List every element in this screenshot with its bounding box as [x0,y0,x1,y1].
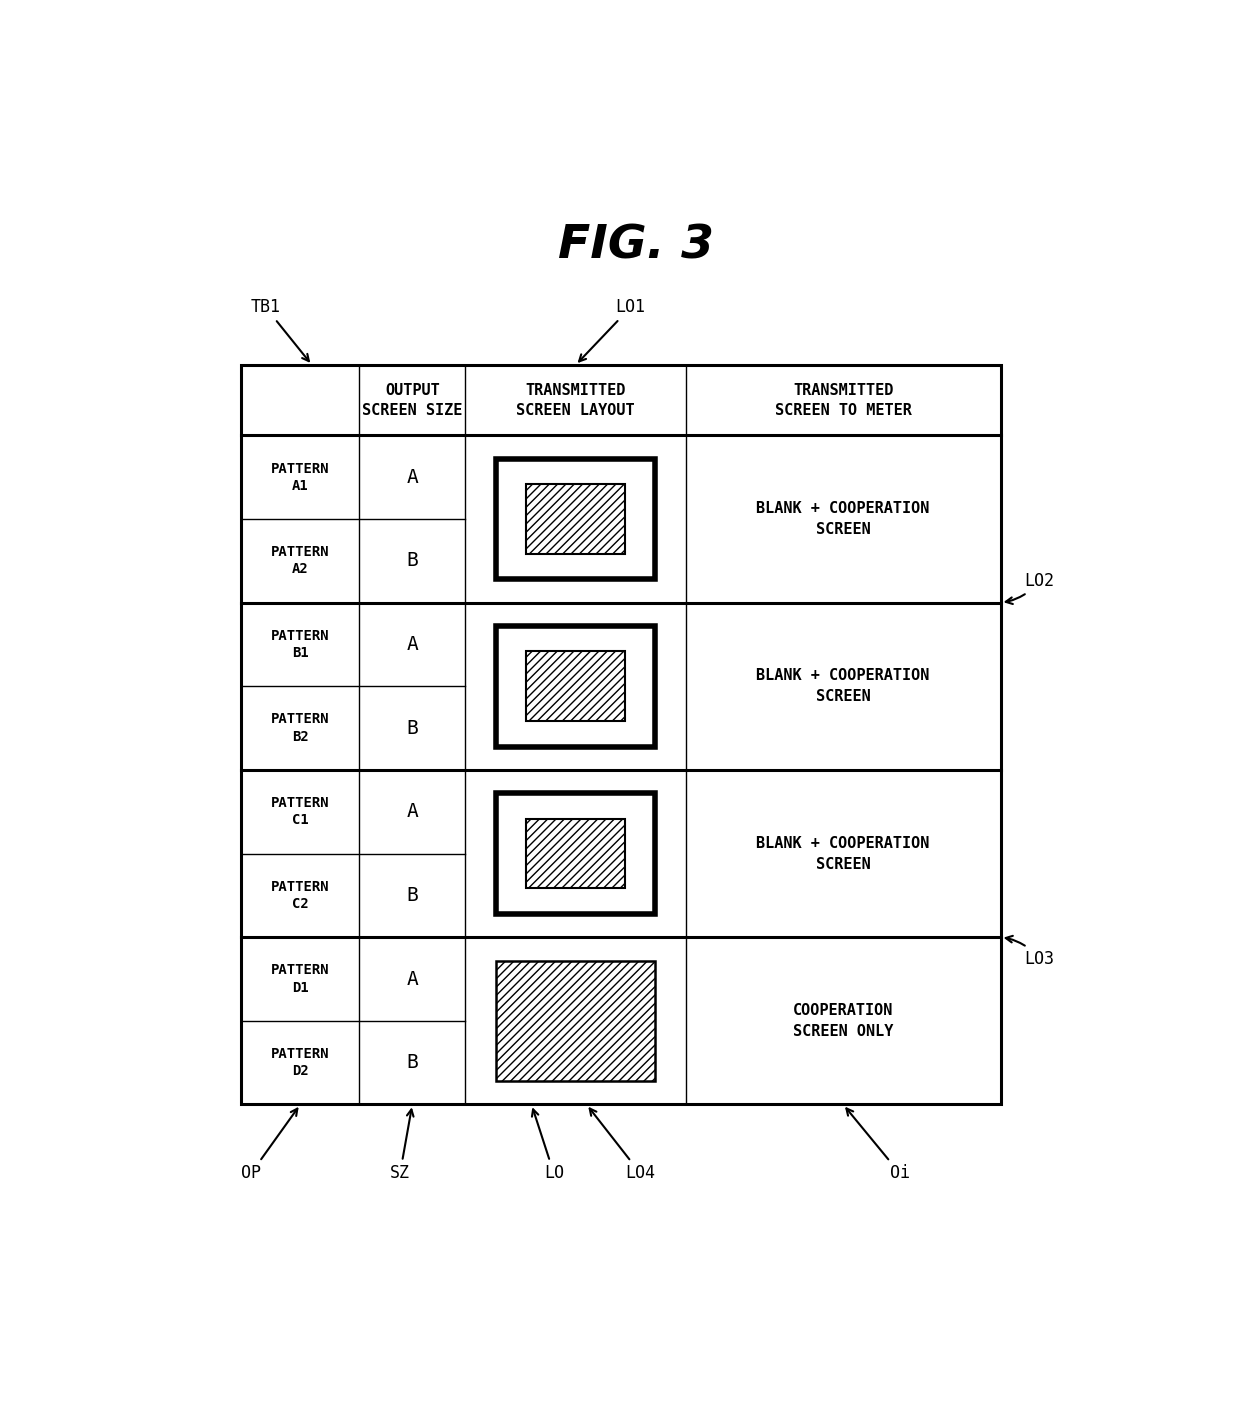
Text: FIG. 3: FIG. 3 [558,223,713,268]
Text: BLANK + COOPERATION
SCREEN: BLANK + COOPERATION SCREEN [756,668,930,705]
Text: TB1: TB1 [250,298,309,361]
Text: B: B [407,1053,418,1072]
Text: A: A [407,635,418,654]
Text: B: B [407,551,418,570]
Text: Oi: Oi [847,1108,910,1182]
Bar [496,459,655,579]
Bar [527,819,625,888]
Text: PATTERN
A1: PATTERN A1 [272,462,330,493]
Bar [527,484,625,554]
Bar [496,960,655,1082]
Bar [527,651,625,722]
Text: A: A [407,467,418,487]
Text: OUTPUT
SCREEN SIZE: OUTPUT SCREEN SIZE [362,383,463,418]
Text: A: A [407,970,418,988]
Text: TRANSMITTED
SCREEN TO METER: TRANSMITTED SCREEN TO METER [775,383,911,418]
Text: SZ: SZ [391,1110,413,1182]
Bar [242,366,1001,1104]
Text: OP: OP [241,1108,298,1182]
Text: LO4: LO4 [590,1108,655,1182]
Text: TRANSMITTED
SCREEN LAYOUT: TRANSMITTED SCREEN LAYOUT [516,383,635,418]
Text: COOPERATION
SCREEN ONLY: COOPERATION SCREEN ONLY [792,1003,893,1039]
Bar [496,794,655,914]
Text: PATTERN
A2: PATTERN A2 [272,545,330,576]
Text: B: B [407,885,418,905]
Text: LO3: LO3 [1006,936,1055,969]
Bar [496,626,655,747]
Text: BLANK + COOPERATION
SCREEN: BLANK + COOPERATION SCREEN [756,836,930,871]
Text: PATTERN
C1: PATTERN C1 [272,796,330,827]
Text: LO2: LO2 [1006,572,1055,604]
Text: PATTERN
D2: PATTERN D2 [272,1048,330,1079]
Text: BLANK + COOPERATION
SCREEN: BLANK + COOPERATION SCREEN [756,501,930,537]
Text: LO1: LO1 [579,298,646,361]
Text: A: A [407,802,418,822]
Text: PATTERN
D1: PATTERN D1 [272,963,330,994]
Text: PATTERN
C2: PATTERN C2 [272,880,330,911]
Text: B: B [407,719,418,737]
Text: LO: LO [532,1110,564,1182]
Text: PATTERN
B1: PATTERN B1 [272,628,330,661]
Text: PATTERN
B2: PATTERN B2 [272,713,330,744]
